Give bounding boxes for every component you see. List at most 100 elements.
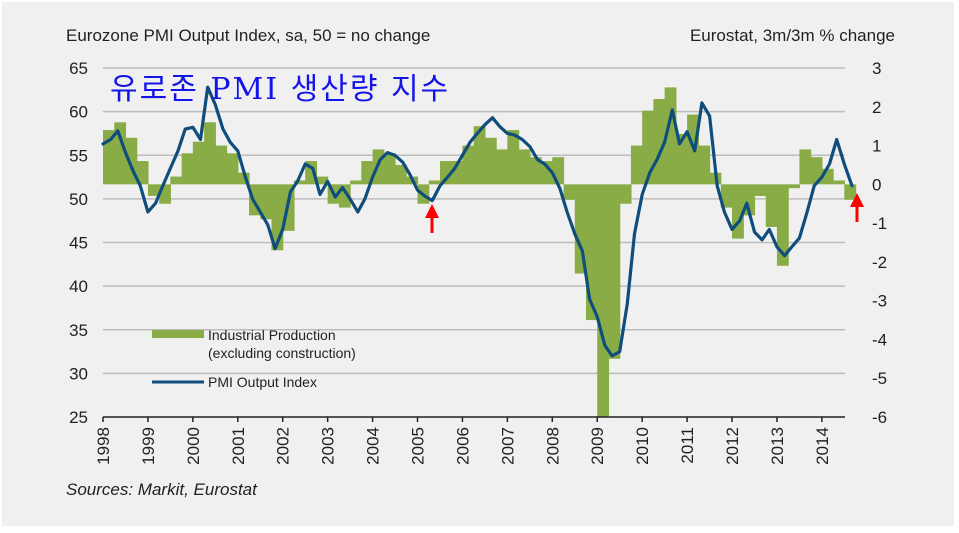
bar-industrial-production <box>574 184 587 274</box>
bar-industrial-production <box>496 149 508 185</box>
axes: 65 60 55 50 45 40 35 30 25 3 2 1 0 -1 -2 -3 -4 -5 -6 1998 19… <box>69 59 887 465</box>
legend-label-industrial-production-sub: (excluding construction) <box>208 345 356 361</box>
bar-industrial-production <box>552 157 565 185</box>
bar-industrial-production <box>585 184 598 321</box>
bar-industrial-production <box>181 153 194 185</box>
bar-industrial-production <box>428 180 441 185</box>
bar-industrial-production <box>821 168 834 185</box>
bar-industrial-production <box>776 184 789 266</box>
left-tick-label: 35 <box>69 321 88 340</box>
bar-industrial-production <box>608 184 621 359</box>
red-arrow-head-icon <box>850 193 864 207</box>
overlay-title: 유로존 PMI 생산량 지수 <box>110 72 451 107</box>
legend-swatch-industrial-production <box>152 330 204 338</box>
bar-industrial-production <box>743 184 756 216</box>
bar-industrial-production <box>597 184 610 417</box>
right-tick-label: -1 <box>872 214 887 233</box>
bar-industrial-production <box>810 157 823 185</box>
left-tick-label: 50 <box>69 190 88 209</box>
bar-industrial-production <box>518 149 531 185</box>
bar-industrial-production <box>698 145 711 185</box>
bar-industrial-production <box>833 180 845 185</box>
legend: Industrial Production (excluding construc… <box>152 327 356 390</box>
right-tick-label: 1 <box>872 137 881 156</box>
bar-industrial-production <box>754 184 767 196</box>
x-tick-label: 2006 <box>453 427 472 465</box>
bar-industrial-production <box>664 87 677 185</box>
bar-industrial-production <box>293 180 306 185</box>
x-tick-label: 2011 <box>678 427 697 464</box>
x-tick-label: 1998 <box>94 427 113 465</box>
source-note: Sources: Markit, Eurostat <box>66 480 257 499</box>
bar-industrial-production <box>103 130 115 185</box>
right-tick-label: -6 <box>872 408 887 427</box>
bar-industrial-production <box>462 145 475 185</box>
bar-industrial-production <box>507 130 520 185</box>
left-tick-label: 25 <box>69 408 88 427</box>
bar-industrial-production <box>473 126 486 185</box>
bar-industrial-production <box>114 122 127 185</box>
left-axis-title: Eurozone PMI Output Index, sa, 50 = no c… <box>66 26 431 45</box>
bar-industrial-production <box>237 172 250 185</box>
bar-industrial-production <box>844 184 857 200</box>
right-tick-label: -3 <box>872 292 887 311</box>
bar-industrial-production <box>642 110 654 185</box>
red-arrow-shaft-icon <box>855 207 859 222</box>
left-tick-label: 55 <box>69 146 88 165</box>
bar-industrial-production <box>159 184 171 204</box>
left-tick-label: 65 <box>69 59 88 78</box>
red-arrow-head-icon <box>425 204 439 218</box>
bar-industrial-production <box>192 141 205 185</box>
x-tick-label: 2007 <box>498 427 517 465</box>
bar-industrial-production <box>732 184 744 239</box>
bar-industrial-production <box>630 145 643 185</box>
x-tick-label: 1999 <box>139 427 158 465</box>
legend-label-pmi: PMI Output Index <box>208 374 317 390</box>
bar-industrial-production <box>305 161 318 185</box>
bar-industrial-production <box>383 153 396 185</box>
bar-industrial-production <box>338 184 351 208</box>
x-tick-label: 2012 <box>723 427 742 465</box>
x-tick-label: 2008 <box>543 427 562 465</box>
x-tick-label: 2010 <box>633 427 652 465</box>
bar-industrial-production <box>316 176 329 185</box>
x-tick-label: 2014 <box>813 427 832 465</box>
left-tick-label: 40 <box>69 277 88 296</box>
chart-panel <box>2 2 954 526</box>
bar-industrial-production <box>529 157 542 185</box>
bar-industrial-production <box>439 161 452 185</box>
bar-industrial-production <box>395 164 407 185</box>
x-tick-label: 2000 <box>184 427 203 465</box>
bar-industrial-production <box>484 137 497 185</box>
bar-industrial-production <box>799 149 812 185</box>
bar-industrial-production <box>204 122 216 185</box>
bar-industrial-production <box>563 184 576 200</box>
x-tick-label: 2009 <box>588 427 607 465</box>
bar-industrial-production <box>271 184 284 251</box>
x-tick-label: 2013 <box>768 427 787 465</box>
bar-industrial-production <box>125 137 138 185</box>
bar-industrial-production <box>215 145 228 185</box>
right-axis-title: Eurostat, 3m/3m % change <box>689 26 895 45</box>
right-tick-label: 0 <box>872 175 881 194</box>
bar-industrial-production <box>451 161 464 185</box>
bar-industrial-production <box>653 99 666 185</box>
bar-industrial-production <box>350 180 362 185</box>
x-tick-label: 2001 <box>229 427 248 465</box>
left-tick-label: 30 <box>69 364 88 383</box>
bar-industrial-production <box>788 184 801 189</box>
right-tick-label: -2 <box>872 253 887 272</box>
red-arrow-shaft-icon <box>430 218 434 233</box>
bar-industrial-production <box>541 161 553 185</box>
bar-industrial-production <box>147 184 160 196</box>
bar-industrial-production <box>765 184 778 227</box>
bar-series-industrial-production <box>103 87 857 417</box>
x-tick-label: 2004 <box>364 427 383 465</box>
bar-industrial-production <box>720 184 733 208</box>
left-tick-label: 45 <box>69 234 88 253</box>
bar-industrial-production <box>361 161 374 185</box>
legend-label-industrial-production: Industrial Production <box>208 327 336 343</box>
bar-industrial-production <box>619 184 632 204</box>
bar-industrial-production <box>260 184 273 220</box>
